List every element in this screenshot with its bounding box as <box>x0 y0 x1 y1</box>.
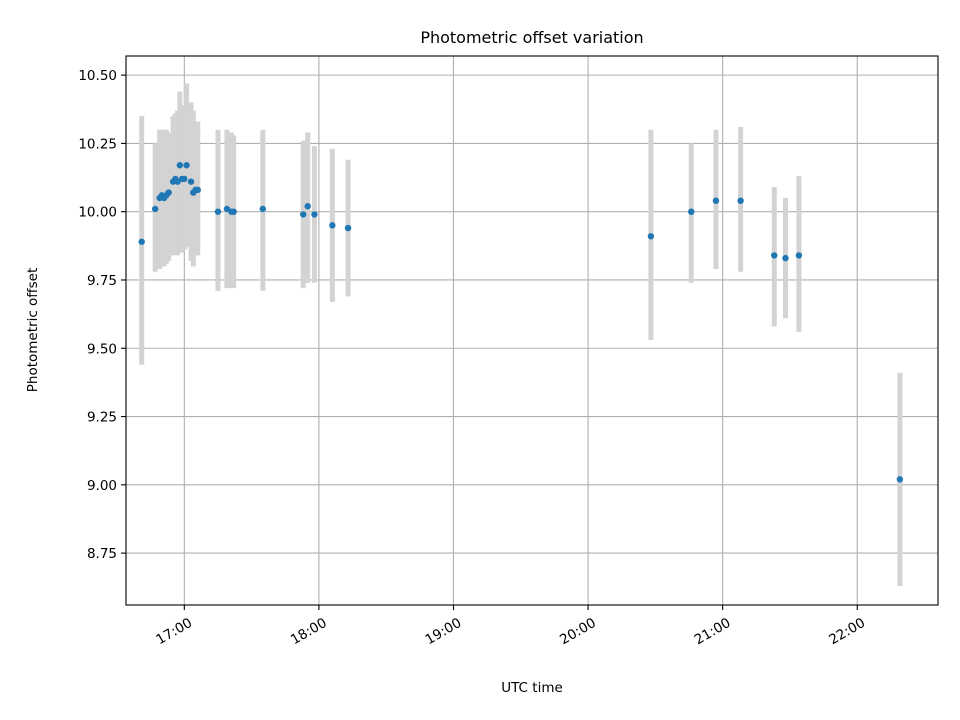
data-point <box>151 205 159 213</box>
data-point <box>183 162 190 169</box>
data-point <box>165 189 172 196</box>
data-point <box>647 233 655 240</box>
x-tick-label: 19:00 <box>423 615 465 648</box>
y-tick-label: 8.75 <box>87 546 117 562</box>
data-point <box>214 208 222 215</box>
data-point <box>771 252 778 259</box>
data-point <box>181 175 188 183</box>
data-point <box>712 197 720 204</box>
data-point-layer <box>138 162 904 483</box>
x-tick-label: 22:00 <box>826 615 868 648</box>
grid-layer <box>126 56 938 605</box>
data-point <box>311 211 318 218</box>
data-point <box>230 208 237 215</box>
x-tick-label: 21:00 <box>692 615 734 648</box>
x-tick-label: 18:00 <box>288 615 330 648</box>
data-point <box>688 208 695 215</box>
y-tick-label: 10.25 <box>78 136 117 152</box>
error-bar-layer <box>139 83 903 586</box>
data-point <box>795 252 803 259</box>
y-axis-ticks: 8.75 9.00 9.25 9.50 9.75 10.00 10.25 10.50 <box>78 68 126 562</box>
data-point <box>344 224 352 232</box>
plot-frame <box>125 55 939 606</box>
chart-title: Photometric offset variation <box>420 28 643 47</box>
y-tick-label: 10.50 <box>78 68 117 84</box>
y-axis-label: Photometric offset <box>25 268 41 392</box>
data-point <box>187 178 195 185</box>
data-point <box>259 205 267 213</box>
x-axis-ticks: 17:00 18:00 19:00 20:00 21:00 22:00 <box>153 605 868 648</box>
y-tick-label: 10.00 <box>78 205 117 221</box>
data-point <box>176 162 184 169</box>
data-point <box>737 197 744 204</box>
y-tick-label: 9.00 <box>87 478 117 494</box>
data-point <box>300 211 307 218</box>
y-tick-label: 9.25 <box>87 410 117 426</box>
data-point <box>304 203 311 210</box>
y-tick-label: 9.75 <box>87 273 117 289</box>
x-axis-label: UTC time <box>501 680 563 696</box>
y-tick-label: 9.50 <box>87 341 117 357</box>
data-point <box>782 254 789 262</box>
data-point <box>138 238 145 245</box>
data-point <box>194 186 201 194</box>
data-point <box>329 222 336 229</box>
x-tick-label: 20:00 <box>557 615 599 648</box>
data-point <box>896 476 904 483</box>
x-tick-label: 17:00 <box>153 615 195 648</box>
